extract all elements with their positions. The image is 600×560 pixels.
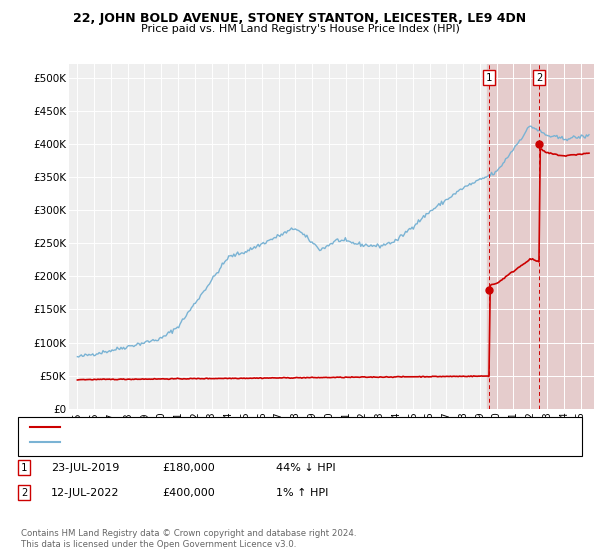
Text: 1: 1 [486, 73, 492, 83]
Text: 1% ↑ HPI: 1% ↑ HPI [276, 488, 328, 498]
Text: 23-JUL-2019: 23-JUL-2019 [51, 463, 119, 473]
Text: 22, JOHN BOLD AVENUE, STONEY STANTON, LEICESTER, LE9 4DN: 22, JOHN BOLD AVENUE, STONEY STANTON, LE… [73, 12, 527, 25]
Text: 2: 2 [536, 73, 542, 83]
Text: HPI: Average price, detached house, Blaby: HPI: Average price, detached house, Blab… [69, 437, 277, 447]
Bar [487, 64, 594, 409]
Text: Price paid vs. HM Land Registry's House Price Index (HPI): Price paid vs. HM Land Registry's House … [140, 24, 460, 34]
Text: 44% ↓ HPI: 44% ↓ HPI [276, 463, 335, 473]
Text: £400,000: £400,000 [162, 488, 215, 498]
Text: 1: 1 [21, 463, 27, 473]
Text: Contains HM Land Registry data © Crown copyright and database right 2024.
This d: Contains HM Land Registry data © Crown c… [21, 529, 356, 549]
Text: 2: 2 [21, 488, 27, 498]
Text: £180,000: £180,000 [162, 463, 215, 473]
Text: 12-JUL-2022: 12-JUL-2022 [51, 488, 119, 498]
Text: 22, JOHN BOLD AVENUE, STONEY STANTON, LEICESTER, LE9 4DN (detached house): 22, JOHN BOLD AVENUE, STONEY STANTON, LE… [69, 422, 476, 432]
